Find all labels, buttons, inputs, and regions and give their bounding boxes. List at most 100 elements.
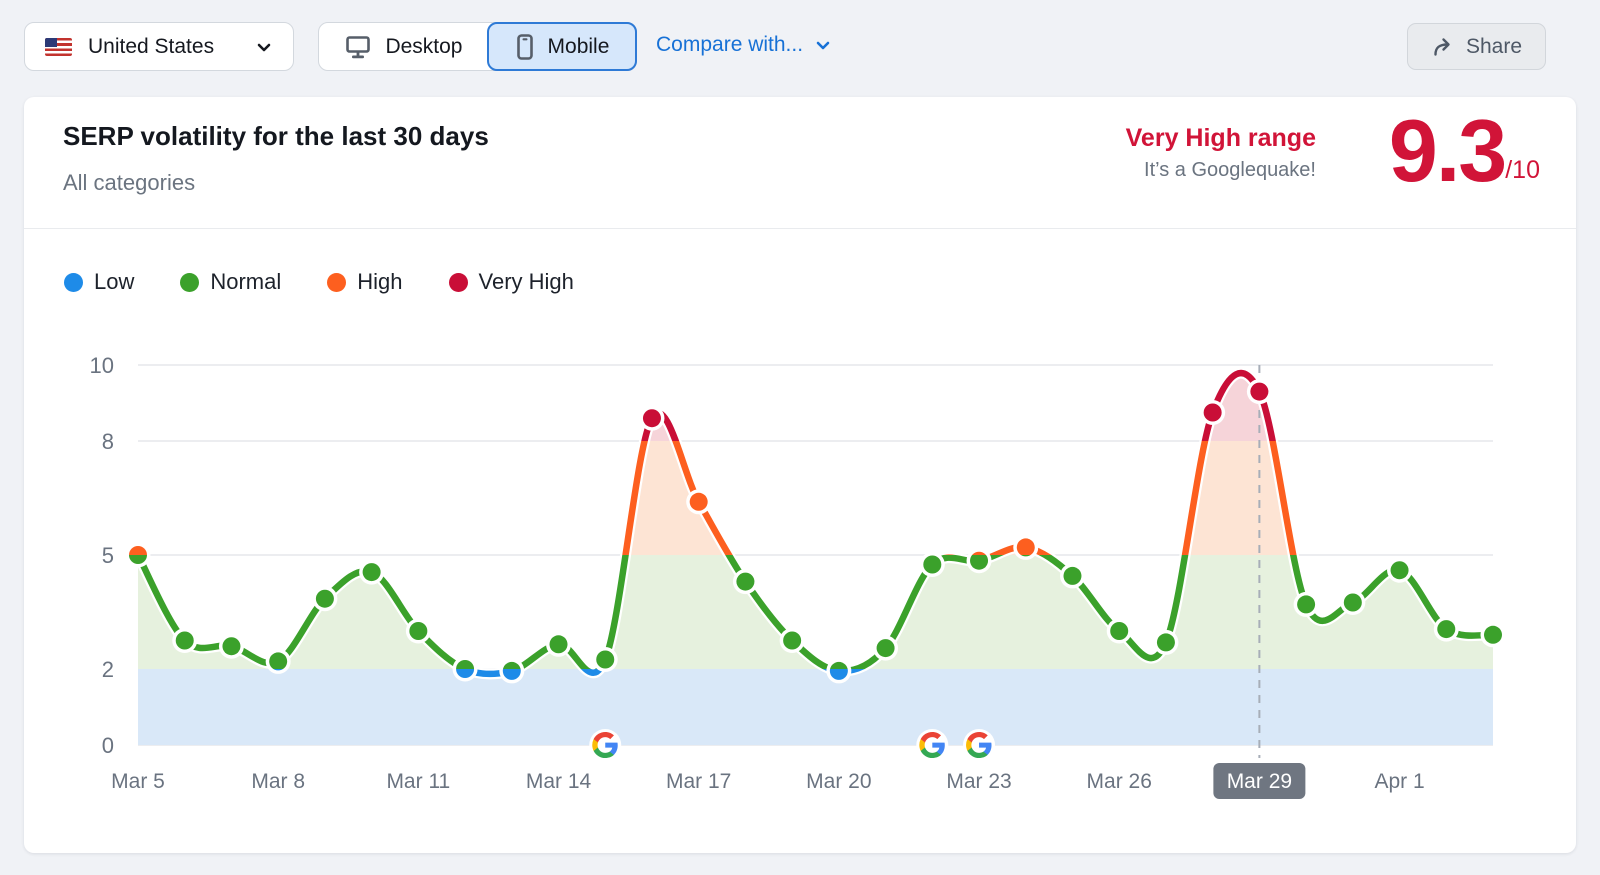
compare-with-label: Compare with... <box>656 33 804 56</box>
mobile-icon <box>516 33 533 60</box>
page-title: SERP volatility for the last 30 days <box>63 121 489 151</box>
data-point-Apr 1[interactable] <box>1390 561 1409 580</box>
x-axis-label-Mar 5: Mar 5 <box>111 770 165 793</box>
device-toggle: Desktop Mobile <box>318 22 637 71</box>
share-icon <box>1434 37 1450 56</box>
data-point-Mar 17[interactable] <box>689 492 708 511</box>
category-subtitle: All categories <box>63 170 196 195</box>
chart-legend: Low Normal High Very High <box>64 269 620 295</box>
legend-item-normal: Normal <box>180 269 281 295</box>
data-point-Mar 10[interactable] <box>362 563 381 582</box>
x-axis-label-Mar 23: Mar 23 <box>946 770 1011 793</box>
data-point-Mar 24[interactable] <box>1016 538 1035 556</box>
us-flag-icon <box>45 37 72 56</box>
legend-item-high: High <box>327 269 403 295</box>
y-axis-label-2: 2 <box>102 657 114 682</box>
share-button[interactable]: Share <box>1407 23 1546 70</box>
google-update-icon[interactable] <box>916 729 949 761</box>
x-axis-label-Mar 14: Mar 14 <box>526 770 592 793</box>
legend-label-normal: Normal <box>210 269 282 294</box>
data-point-Mar 16[interactable] <box>642 409 661 428</box>
range-note: It’s a Googlequake! <box>1144 159 1316 181</box>
x-axis-label-Mar 20: Mar 20 <box>806 770 871 793</box>
data-point-Mar 13[interactable] <box>502 661 521 680</box>
range-block: Very High range It’s a Googlequake! <box>996 123 1316 182</box>
google-update-icon[interactable] <box>589 729 622 761</box>
data-point-Mar 23[interactable] <box>970 552 989 570</box>
y-axis-label-5: 5 <box>102 543 114 568</box>
data-points-low <box>269 652 848 680</box>
volatility-line-chart[interactable]: 0 2 5 8 10 Mar 5 Mar 8 Mar 11 Mar 14 Mar 17 Mar 20… <box>24 330 1576 850</box>
selected-date-chip[interactable] <box>1213 763 1306 799</box>
country-selector-label: United States <box>88 34 215 58</box>
device-toggle-mobile-label: Mobile <box>547 34 610 58</box>
legend-dot-high <box>327 272 347 292</box>
data-point-Mar 15[interactable] <box>596 650 615 669</box>
google-update-icon[interactable] <box>963 729 996 761</box>
data-point-Mar 8[interactable] <box>269 652 287 671</box>
data-point-Mar 20[interactable] <box>830 661 848 680</box>
data-point-Apr 3[interactable] <box>1484 625 1502 644</box>
area-fill-normal <box>138 555 1493 669</box>
data-point-Mar 25[interactable] <box>1063 566 1082 585</box>
data-point-Mar 20[interactable] <box>829 662 848 680</box>
device-toggle-desktop-label: Desktop <box>385 34 463 58</box>
data-point-Mar 30[interactable] <box>1297 595 1316 614</box>
data-point-Mar 12[interactable] <box>456 660 475 678</box>
data-point-Mar 18[interactable] <box>736 572 755 591</box>
legend-dot-low <box>64 272 83 292</box>
data-point-Apr 2[interactable] <box>1437 620 1456 639</box>
legend-item-low: Low <box>64 269 134 295</box>
y-axis-label-10: 10 <box>90 353 114 378</box>
legend-label-very-high: Very High <box>478 269 574 294</box>
data-point-Mar 7[interactable] <box>222 637 241 656</box>
x-axis-label-Apr 1: Apr 1 <box>1374 770 1424 793</box>
data-points-very-high <box>642 382 1269 428</box>
data-point-Mar 21[interactable] <box>876 639 895 658</box>
range-label: Very High range <box>1125 124 1316 152</box>
chevron-down-icon <box>816 41 830 50</box>
legend-dot-very-high <box>448 272 468 292</box>
desktop-icon <box>346 35 371 58</box>
y-axis-label-8: 8 <box>102 429 114 454</box>
data-point-Mar 5[interactable] <box>129 546 147 564</box>
score-value: 9.3 <box>1388 101 1507 200</box>
low-band-fill <box>138 669 1493 745</box>
chevron-down-icon <box>253 36 275 58</box>
legend-item-very-high: Very High <box>448 269 574 295</box>
x-axis-label-Mar 17: Mar 17 <box>666 770 731 793</box>
country-selector[interactable]: United States <box>24 22 294 71</box>
data-point-Mar 14[interactable] <box>549 635 568 654</box>
data-point-Mar 28[interactable] <box>1203 403 1222 422</box>
legend-label-high: High <box>357 269 403 294</box>
serp-volatility-card: SERP volatility for the last 30 days All… <box>24 97 1576 853</box>
data-point-Mar 11[interactable] <box>409 622 428 640</box>
data-point-Mar 31[interactable] <box>1343 593 1362 612</box>
compare-with-link[interactable]: Compare with... <box>656 33 833 57</box>
x-axis-label-selected: Mar 29 <box>1227 770 1292 793</box>
data-point-Mar 24[interactable] <box>1017 538 1035 557</box>
data-point-Mar 22[interactable] <box>923 555 942 574</box>
data-point-Mar 13[interactable] <box>502 662 521 680</box>
data-point-Mar 23[interactable] <box>970 551 988 570</box>
line-segment-very-high <box>641 369 1276 441</box>
x-axis-label-Mar 26: Mar 26 <box>1087 770 1152 793</box>
data-point-Mar 26[interactable] <box>1110 622 1129 640</box>
legend-dot-normal <box>180 272 200 292</box>
x-axis-label-Mar 8: Mar 8 <box>251 770 305 793</box>
data-point-Mar 6[interactable] <box>175 631 194 650</box>
score-max: /10 <box>1505 156 1540 184</box>
data-point-Mar 9[interactable] <box>315 589 334 608</box>
data-point-Mar 12[interactable] <box>456 660 475 678</box>
top-toolbar: United States Desktop Mobile Compare wit… <box>0 0 1600 96</box>
data-point-Mar 27[interactable] <box>1156 633 1175 652</box>
y-axis-label-0: 0 <box>102 733 114 758</box>
share-button-label: Share <box>1465 34 1523 58</box>
data-point-Mar 29[interactable] <box>1250 382 1269 401</box>
header-divider <box>24 228 1576 229</box>
data-point-Mar 5[interactable] <box>129 546 147 564</box>
device-toggle-desktop[interactable]: Desktop <box>319 23 488 70</box>
data-point-Mar 8[interactable] <box>269 652 288 670</box>
device-toggle-mobile[interactable]: Mobile <box>486 22 637 71</box>
data-point-Mar 19[interactable] <box>783 631 802 650</box>
